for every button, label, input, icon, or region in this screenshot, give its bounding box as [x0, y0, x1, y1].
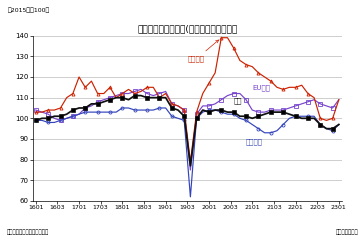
Text: 中国向け: 中国向け: [188, 40, 219, 62]
Title: 地域別輸出数量指数(季節調整値）の推移: 地域別輸出数量指数(季節調整値）の推移: [137, 24, 237, 33]
Text: （年・四半期）: （年・四半期）: [336, 229, 358, 235]
Text: 米国向け: 米国向け: [246, 139, 263, 145]
Text: （2015年＝100）: （2015年＝100）: [7, 7, 50, 13]
Text: （資料）財務省「貿易統計」: （資料）財務省「貿易統計」: [7, 229, 50, 235]
Text: 全体: 全体: [234, 97, 242, 104]
Text: EU向け: EU向け: [252, 85, 270, 91]
